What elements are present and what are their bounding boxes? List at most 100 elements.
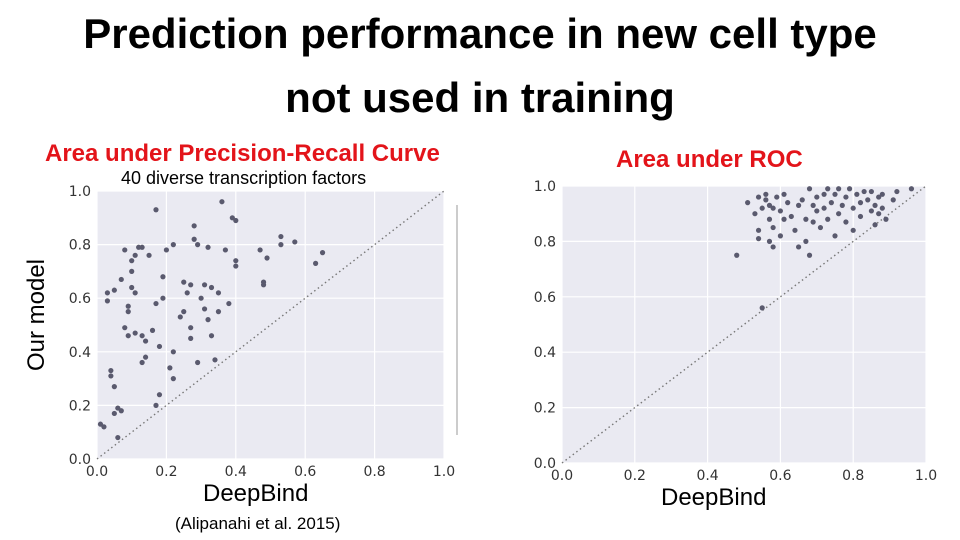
y-tick-label-roc-0: 0.0 [534,456,556,472]
data-point-pr-41 [170,242,176,248]
data-point-pr-55 [198,295,204,301]
data-point-pr-42 [170,349,176,355]
data-point-pr-8 [111,410,117,417]
data-point-pr-38 [160,295,166,301]
data-point-pr-75 [264,255,270,261]
data-point-pr-29 [142,354,149,360]
data-point-roc-32 [810,219,816,225]
y-tick-label-roc-3: 0.6 [534,290,556,306]
data-point-roc-7 [759,205,765,211]
x-tick-label-roc-0: 0.0 [551,468,573,484]
data-point-roc-36 [821,191,827,197]
data-point-roc-46 [843,219,849,225]
data-point-roc-53 [857,213,864,220]
data-point-pr-44 [177,314,183,320]
y-tick-label-pr-4: 0.8 [69,238,91,254]
data-point-roc-0 [734,252,740,258]
data-point-pr-50 [188,335,194,341]
data-point-roc-31 [810,202,816,208]
data-point-roc-24 [796,202,802,208]
data-point-pr-60 [208,284,215,291]
data-point-pr-56 [201,282,208,288]
data-point-pr-36 [156,343,163,350]
data-point-roc-54 [861,188,867,195]
data-point-roc-66 [894,188,900,195]
data-point-roc-40 [828,200,834,206]
data-point-roc-17 [777,208,784,214]
data-point-roc-21 [785,200,791,206]
data-point-pr-25 [139,359,145,366]
data-point-roc-19 [781,216,787,222]
data-point-pr-34 [153,300,159,307]
data-point-roc-47 [843,194,849,200]
data-point-pr-19 [129,284,135,291]
data-point-roc-57 [868,188,875,195]
x-tick-label-roc-1: 0.2 [624,468,646,484]
data-point-roc-16 [774,194,780,200]
xlabel-roc: DeepBind [661,484,767,511]
data-point-pr-61 [208,333,215,339]
data-point-roc-38 [825,186,831,192]
x-tick-label-roc-3: 0.6 [769,468,791,484]
data-point-pr-43 [170,376,176,382]
data-point-roc-48 [846,186,853,192]
x-tick-label-pr-1: 0.2 [155,464,177,480]
data-point-roc-20 [781,191,787,197]
citation: (Alipanahi et al. 2015) [175,514,341,533]
data-point-pr-4 [108,373,114,379]
data-point-roc-11 [766,216,773,222]
data-point-roc-13 [770,224,776,231]
data-point-pr-58 [205,244,211,250]
data-point-roc-34 [814,208,820,214]
data-point-pr-79 [313,260,319,266]
x-tick-label-pr-2: 0.4 [225,464,247,480]
data-point-roc-28 [803,238,809,244]
data-point-roc-18 [777,233,784,239]
data-point-roc-37 [821,205,827,211]
data-point-roc-64 [883,216,889,222]
data-point-roc-35 [817,224,824,231]
data-point-pr-15 [125,303,131,309]
data-point-roc-63 [879,191,885,197]
data-point-roc-15 [770,244,776,250]
data-point-roc-51 [854,191,860,197]
data-point-roc-65 [890,197,896,203]
data-point-pr-3 [104,290,111,296]
plot-area-roc [562,186,926,463]
data-point-pr-62 [212,357,218,363]
data-point-pr-63 [215,309,222,315]
data-point-pr-67 [226,300,232,307]
data-point-roc-26 [799,197,805,203]
data-point-pr-49 [188,325,194,331]
data-point-pr-52 [191,236,197,242]
data-point-pr-59 [205,317,211,323]
data-point-pr-80 [319,250,326,256]
x-tick-label-pr-0: 0.0 [86,464,108,480]
data-point-roc-9 [763,191,769,197]
data-point-roc-6 [759,305,765,311]
data-point-roc-67 [908,186,915,192]
y-tick-label-pr-2: 0.4 [69,345,91,361]
data-point-roc-42 [832,233,838,239]
data-point-pr-76 [278,242,284,248]
x-tick-label-roc-2: 0.4 [696,468,718,484]
data-point-pr-28 [142,338,149,344]
data-point-pr-2 [104,298,111,304]
x-tick-label-pr-4: 0.8 [363,464,385,480]
data-point-pr-51 [191,223,197,229]
data-point-pr-71 [233,258,239,264]
data-point-roc-60 [876,194,882,200]
data-point-pr-27 [139,333,145,339]
y-tick-label-roc-4: 0.8 [534,234,556,250]
data-point-pr-48 [188,282,194,288]
data-point-roc-12 [766,202,773,208]
data-point-roc-25 [796,244,802,250]
data-point-roc-44 [836,186,842,192]
data-point-pr-77 [278,233,284,240]
data-point-roc-56 [868,208,875,214]
data-point-pr-10 [115,434,121,441]
data-point-roc-58 [872,222,878,228]
data-point-pr-32 [153,402,159,408]
data-point-roc-55 [865,197,871,203]
